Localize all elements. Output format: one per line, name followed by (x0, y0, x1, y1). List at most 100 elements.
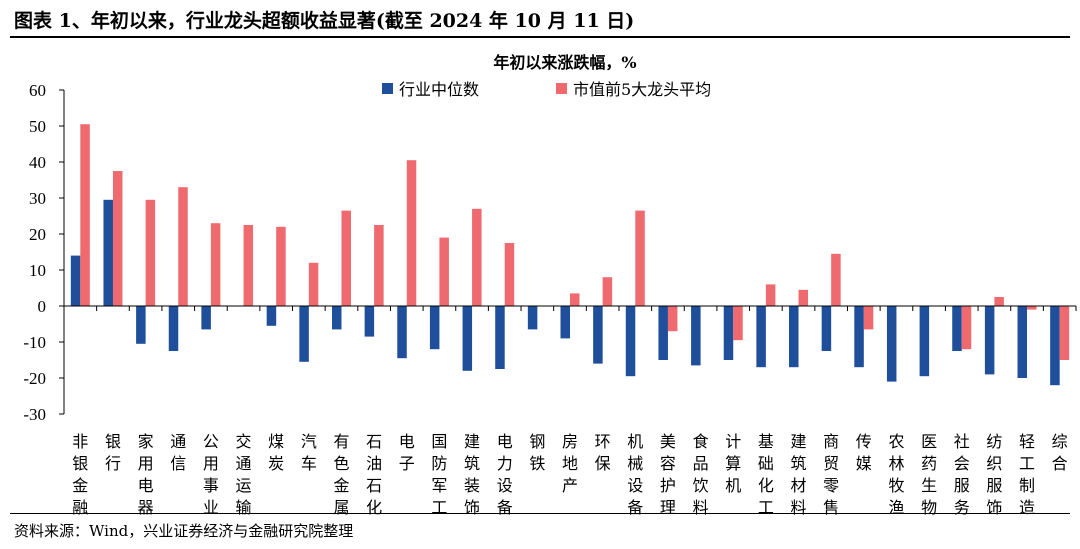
category-label: 电力设备 (497, 432, 513, 517)
category-label: 综合 (1052, 432, 1068, 473)
bar-top5 (733, 306, 743, 341)
category-label: 有色金属 (333, 432, 349, 517)
category-label: 钢铁 (529, 432, 545, 473)
category-label: 食品饮料 (693, 432, 709, 517)
category-label: 计算机 (725, 432, 741, 495)
bar-median (560, 306, 570, 339)
bar-top5 (961, 306, 972, 350)
y-tick-label: -30 (23, 405, 46, 424)
category-label: 石油石化 (366, 432, 382, 517)
bar-median (331, 306, 342, 330)
bar-top5 (765, 284, 776, 306)
category-label: 通信 (170, 432, 186, 473)
bar-median (462, 306, 473, 371)
category-label: 基础化工 (758, 432, 774, 517)
bar-median (397, 306, 407, 359)
legend-label-top5: 市值前5大龙头平均 (573, 80, 711, 99)
category-label: 商贸零售 (823, 432, 839, 517)
bar-median (952, 306, 962, 351)
bar-median (854, 306, 864, 368)
bar-median (658, 306, 668, 360)
axes-layer (59, 89, 1077, 415)
bar-top5 (80, 124, 90, 306)
y-tick-label: 50 (29, 117, 46, 136)
category-label: 非银金融 (72, 432, 88, 517)
bar-top5 (243, 225, 254, 306)
bar-median (1017, 306, 1028, 378)
bar-top5 (112, 171, 123, 306)
bar-median (691, 306, 701, 366)
category-label: 传媒 (856, 432, 872, 473)
category-label: 银行 (105, 432, 121, 473)
bar-top5 (602, 277, 613, 306)
bar-top5 (504, 243, 515, 306)
category-label: 医药生物 (921, 432, 937, 517)
bar-top5 (406, 160, 417, 306)
bar-median (789, 306, 799, 368)
category-label: 电子 (399, 432, 415, 473)
category-label: 公用事业 (203, 432, 219, 517)
legend-label-median: 行业中位数 (399, 80, 479, 99)
y-tick-label: 60 (29, 81, 46, 100)
top-rule (10, 36, 1070, 38)
bar-top5 (570, 293, 580, 306)
y-tick-label: 10 (29, 261, 46, 280)
bar-median (886, 306, 897, 382)
figure-title: 图表 1、年初以来，行业龙头超额收益显著(截至 2024 年 10 月 11 日… (14, 10, 635, 32)
category-label: 农林牧渔 (888, 432, 904, 517)
bar-median (429, 306, 440, 350)
category-label: 轻工制造 (1019, 432, 1035, 517)
bar-median (70, 255, 81, 306)
category-label: 汽车 (301, 432, 317, 473)
legend-swatch-top5 (556, 83, 567, 94)
bar-top5 (341, 210, 351, 306)
bar-top5 (994, 297, 1004, 306)
y-tick-label: -10 (23, 333, 46, 352)
category-label: 纺织服饰 (986, 432, 1002, 517)
bar-median (821, 306, 832, 351)
bar-median (495, 306, 505, 369)
category-label: 机械设备 (627, 432, 643, 517)
bar-top5 (635, 210, 645, 306)
bar-top5 (439, 237, 449, 306)
bar-median (364, 306, 375, 337)
category-label: 家用电器 (138, 432, 154, 517)
bar-top5 (831, 253, 841, 306)
bar-top5 (308, 262, 319, 306)
bar-median (625, 306, 636, 377)
bar-median (136, 306, 146, 344)
y-tick-label: 20 (29, 225, 46, 244)
category-label: 煤炭 (268, 432, 284, 473)
bar-median (593, 306, 603, 364)
bar-median (919, 306, 930, 377)
bar-median (201, 306, 211, 330)
category-label: 环保 (595, 432, 611, 473)
source-note: 资料来源：Wind，兴业证券经济与金融研究院整理 (14, 522, 354, 540)
bottom-rule (10, 513, 1070, 514)
bar-top5 (798, 289, 809, 306)
bar-top5 (178, 187, 188, 306)
bar-top5 (667, 306, 678, 332)
bar-median (756, 306, 766, 368)
y-tick-label: 40 (29, 153, 46, 172)
category-label: 交通运输 (236, 432, 252, 517)
category-label: 国防军工 (431, 432, 447, 517)
bar-top5 (145, 199, 156, 306)
category-label: 房地产 (562, 432, 578, 495)
bars-layer (70, 124, 1070, 386)
bar-top5 (1027, 306, 1037, 310)
bar-median (103, 199, 113, 306)
bar-top5 (374, 225, 384, 306)
bar-median (168, 306, 179, 351)
legend-swatch-median (382, 83, 393, 94)
bar-median (266, 306, 277, 326)
category-label: 建筑材料 (791, 432, 807, 517)
bar-median (527, 306, 538, 330)
bar-median (299, 306, 309, 362)
category-label: 建筑装饰 (464, 432, 480, 517)
category-label: 社会服务 (954, 432, 970, 517)
y-tick-label: -20 (23, 369, 46, 388)
chart-title: 年初以来涨跌幅，% (493, 53, 636, 72)
